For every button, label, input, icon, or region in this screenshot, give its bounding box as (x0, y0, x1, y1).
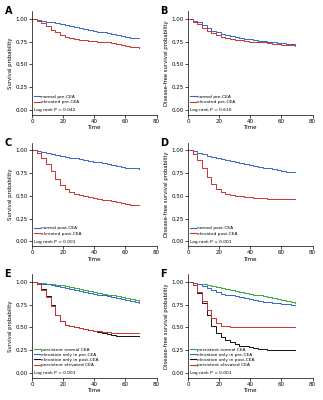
Text: F: F (161, 269, 167, 279)
Y-axis label: Disease-free survival probability: Disease-free survival probability (164, 152, 170, 237)
X-axis label: Time: Time (244, 125, 257, 130)
Y-axis label: Survival probability: Survival probability (8, 169, 14, 220)
Y-axis label: Disease-free survival probability: Disease-free survival probability (164, 20, 170, 106)
Legend: normal post-CEA, elevated post-CEA: normal post-CEA, elevated post-CEA (191, 226, 238, 236)
Text: Log rank P < 0.001: Log rank P < 0.001 (191, 372, 232, 376)
Legend: normal pre-CEA, elevated pre-CEA: normal pre-CEA, elevated pre-CEA (191, 95, 235, 104)
X-axis label: Time: Time (244, 256, 257, 262)
Text: D: D (161, 138, 169, 148)
Text: E: E (5, 269, 11, 279)
Y-axis label: Survival probability: Survival probability (8, 37, 14, 89)
X-axis label: Time: Time (88, 256, 101, 262)
Text: Log rank P = 0.042: Log rank P = 0.042 (35, 108, 76, 112)
Text: Log rank P = 0.610: Log rank P = 0.610 (191, 108, 232, 112)
X-axis label: Time: Time (88, 125, 101, 130)
Text: Log rank P < 0.001: Log rank P < 0.001 (35, 372, 76, 376)
Legend: persistent normal CEA, elevation only in pre-CEA, elevation only in post-CEA, pe: persistent normal CEA, elevation only in… (35, 348, 99, 367)
Y-axis label: Survival probability: Survival probability (8, 300, 14, 352)
Text: B: B (161, 6, 168, 16)
Legend: normal pre-CEA, elevated pre-CEA: normal pre-CEA, elevated pre-CEA (35, 95, 79, 104)
Legend: persistent normal CEA, elevation only in pre-CEA, elevation only in post-CEA, pe: persistent normal CEA, elevation only in… (191, 348, 255, 367)
Text: A: A (5, 6, 12, 16)
X-axis label: Time: Time (244, 388, 257, 393)
Legend: normal post-CEA, elevated post-CEA: normal post-CEA, elevated post-CEA (35, 226, 82, 236)
Text: C: C (5, 138, 12, 148)
Text: Log rank P < 0.001: Log rank P < 0.001 (191, 240, 232, 244)
Y-axis label: Disease-free survival probability: Disease-free survival probability (164, 283, 170, 369)
X-axis label: Time: Time (88, 388, 101, 393)
Text: Log rank P < 0.001: Log rank P < 0.001 (35, 240, 76, 244)
